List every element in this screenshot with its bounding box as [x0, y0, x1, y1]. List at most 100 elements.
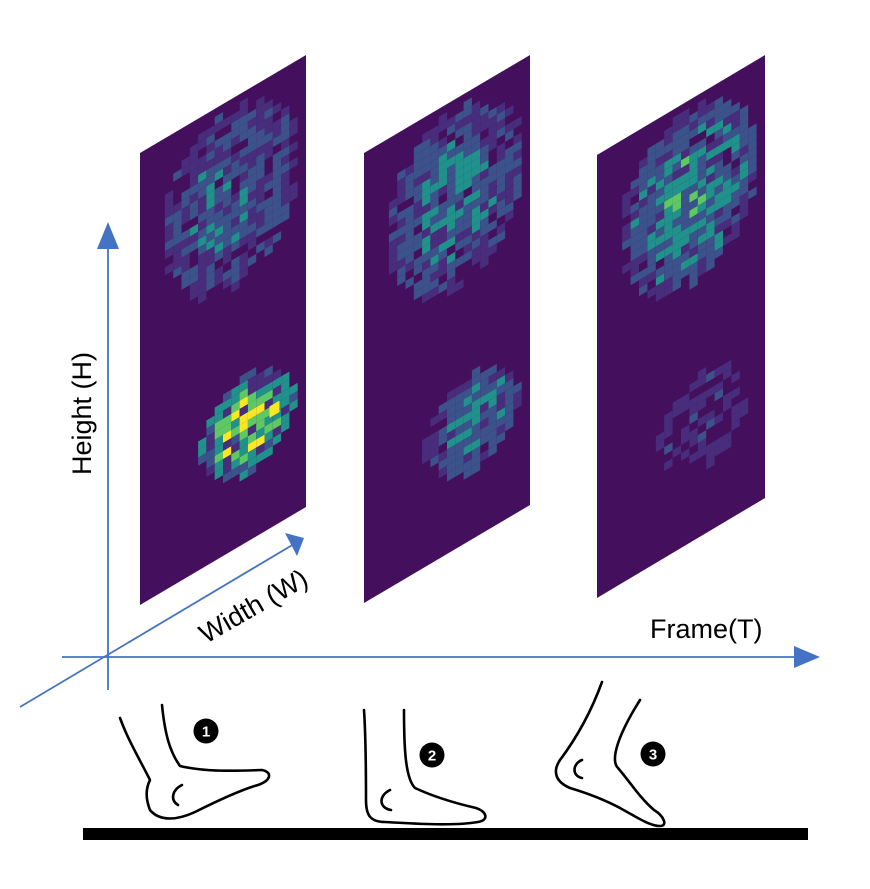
heatmap-cell	[480, 192, 489, 205]
heatmap-cell	[681, 424, 690, 438]
heatmap-cell	[281, 153, 290, 167]
heatmap-cell	[239, 250, 248, 264]
heatmap-cell	[505, 378, 514, 392]
heatmap-cell	[714, 135, 723, 149]
heatmap-cell	[413, 215, 423, 229]
heatmap-cell	[164, 238, 174, 252]
heatmap-cell	[264, 389, 273, 403]
heatmap-cell	[689, 221, 698, 235]
heatmap-cell	[214, 200, 223, 214]
heatmap-cell	[689, 182, 698, 195]
heatmap-cell	[480, 103, 489, 117]
heatmap-cell	[706, 235, 715, 249]
heatmap-cell	[239, 452, 248, 466]
heatmap-cell	[471, 164, 481, 178]
heatmap-cell	[447, 123, 456, 137]
heatmap-cell	[689, 269, 698, 282]
heatmap-cell	[206, 246, 215, 260]
heatmap-cell	[505, 169, 514, 183]
heatmap-cell	[438, 200, 447, 214]
heatmap-cell	[639, 283, 648, 297]
heatmap-cell	[714, 174, 723, 188]
heatmap-cell	[480, 224, 489, 238]
heatmap-cell	[706, 164, 715, 178]
heatmap-cell	[672, 239, 681, 253]
heatmap-cell	[655, 162, 665, 176]
heatmap-cell	[706, 187, 715, 201]
heatmap-cell	[689, 245, 698, 259]
heatmap-cell	[239, 226, 248, 240]
heatmap-cell	[455, 254, 464, 268]
heatmap-cell	[748, 162, 757, 176]
heatmap-cell	[422, 282, 431, 296]
heatmap-cell	[664, 410, 673, 424]
axes	[19, 222, 820, 708]
heatmap-cell	[231, 263, 240, 277]
heatmap-cell	[706, 172, 715, 185]
heatmap-cell	[388, 197, 398, 211]
heatmap-cell	[488, 114, 497, 128]
heatmap-cell	[697, 184, 707, 198]
heatmap-cell	[455, 206, 464, 220]
heatmap-cell	[630, 209, 639, 223]
heatmap-cell	[189, 223, 199, 237]
heatmap-cell	[488, 387, 497, 401]
heatmap-cell	[697, 121, 707, 135]
heatmap-cell	[697, 192, 707, 206]
heatmap-cell	[672, 128, 681, 142]
heatmap-cell	[223, 405, 232, 419]
heatmap-cell	[281, 113, 290, 127]
heatmap-cell	[239, 170, 248, 183]
heatmap-cell	[281, 411, 290, 425]
heatmap-cell	[496, 158, 506, 172]
heatmap-cell	[247, 253, 257, 267]
heatmap-cell	[480, 216, 489, 230]
heatmap-cell	[422, 451, 431, 465]
heatmap-cell	[471, 100, 481, 114]
heatmap-cell	[455, 222, 464, 236]
heatmap-cell	[630, 217, 639, 230]
heatmap-cell	[723, 391, 732, 405]
heatmap-cell	[189, 280, 199, 294]
heatmap-cell	[413, 231, 423, 245]
heatmap-cell	[681, 139, 690, 153]
heatmap-cell	[430, 253, 439, 267]
heatmap-cell	[664, 197, 673, 210]
heatmap-cell	[264, 236, 273, 249]
heatmap-cell	[455, 463, 464, 477]
heatmap-cell	[697, 248, 707, 262]
heatmap-cell	[438, 216, 447, 230]
heatmap-cell	[247, 374, 257, 388]
heatmap-cell	[496, 391, 506, 405]
heatmap-cell	[397, 257, 406, 271]
heatmap-cell	[748, 139, 757, 153]
heatmap-cell	[264, 131, 273, 145]
heatmap-cell	[689, 229, 698, 243]
heatmap-cell	[714, 214, 723, 228]
heatmap-cell	[664, 149, 673, 163]
heatmap-cell	[505, 410, 514, 424]
heatmap-cell	[264, 106, 273, 120]
heatmap-cell	[430, 189, 439, 203]
heatmap-cell	[471, 188, 481, 202]
heatmap-cell	[413, 182, 423, 196]
heatmap-cell	[264, 139, 273, 153]
heatmap-cell	[247, 399, 257, 413]
heatmap-cell	[198, 194, 207, 208]
heatmap-cell	[471, 140, 481, 154]
heatmap-cell	[422, 210, 431, 224]
heatmap-cell	[264, 365, 273, 379]
heatmap-cell	[463, 250, 472, 263]
heatmap-cell	[247, 431, 257, 445]
heatmap-cell	[447, 211, 456, 225]
heatmap-cell	[388, 253, 398, 267]
heatmap-cell	[463, 410, 472, 424]
heatmap-cell	[706, 219, 715, 233]
heatmap-cell	[689, 261, 698, 275]
heatmap-cell	[681, 155, 690, 169]
heatmap-cell	[664, 125, 673, 139]
heatmap-cell	[447, 420, 456, 434]
heatmap-cell	[447, 444, 456, 458]
heatmap-cell	[723, 98, 732, 112]
heatmap-cell	[471, 212, 481, 226]
